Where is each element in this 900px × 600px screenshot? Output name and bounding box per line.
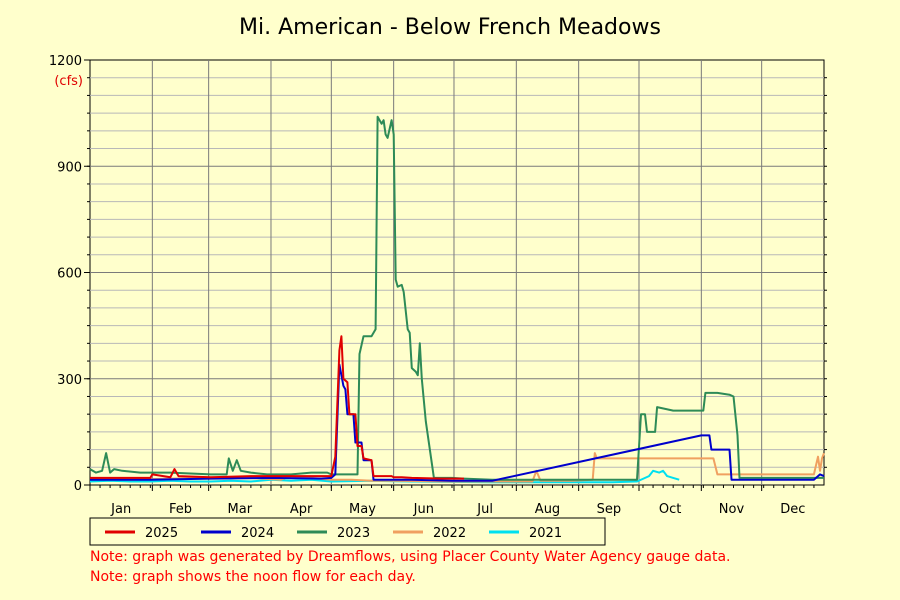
x-tick-label: Aug bbox=[535, 502, 560, 517]
legend: 2025 2024 2023 2022 2021 bbox=[89, 517, 606, 546]
x-tick-label: Apr bbox=[290, 502, 313, 517]
x-axis: Jan Feb Mar Apr May Jun Jul Aug Sep Oct Nov Dec bbox=[89, 485, 815, 517]
x-tick-label: Dec bbox=[780, 502, 805, 517]
series-line-2025 bbox=[90, 335, 464, 480]
y-tick-label: 300 bbox=[57, 373, 82, 388]
x-tick-label: May bbox=[349, 502, 376, 517]
legend-label-2023: 2023 bbox=[337, 526, 370, 541]
x-tick-label: Nov bbox=[719, 502, 745, 517]
y-tick-label: 900 bbox=[57, 160, 82, 175]
note-source: Note: graph was generated by Dreamflows,… bbox=[90, 549, 731, 565]
y-axis: 0 300 600 900 1200 bbox=[49, 54, 827, 494]
x-tick-label: Mar bbox=[228, 502, 253, 517]
y-unit-label: (cfs) bbox=[54, 74, 83, 89]
legend-label-2025: 2025 bbox=[145, 526, 178, 541]
y-tick-label: 600 bbox=[57, 267, 82, 282]
series-line-2021 bbox=[89, 469, 680, 484]
x-tick-label: Jun bbox=[413, 502, 434, 517]
legend-label-2024: 2024 bbox=[241, 526, 274, 541]
x-tick-label: Feb bbox=[169, 502, 192, 517]
series-line-2023 bbox=[89, 115, 824, 481]
legend-label-2021: 2021 bbox=[529, 526, 562, 541]
y-tick-label: 1200 bbox=[49, 54, 82, 69]
y-tick-label: 0 bbox=[74, 479, 82, 494]
chart-title: Mi. American - Below French Meadows bbox=[239, 15, 661, 40]
grid bbox=[90, 60, 824, 485]
x-tick-label: Jul bbox=[476, 502, 493, 517]
legend-label-2022: 2022 bbox=[433, 526, 466, 541]
series-group bbox=[89, 115, 825, 484]
x-tick-label: Jan bbox=[110, 502, 131, 517]
legend-box bbox=[89, 517, 606, 546]
note-noon-flow: Note: graph shows the noon flow for each… bbox=[90, 569, 416, 585]
x-tick-label: Oct bbox=[659, 502, 681, 517]
x-tick-label: Sep bbox=[597, 502, 622, 517]
